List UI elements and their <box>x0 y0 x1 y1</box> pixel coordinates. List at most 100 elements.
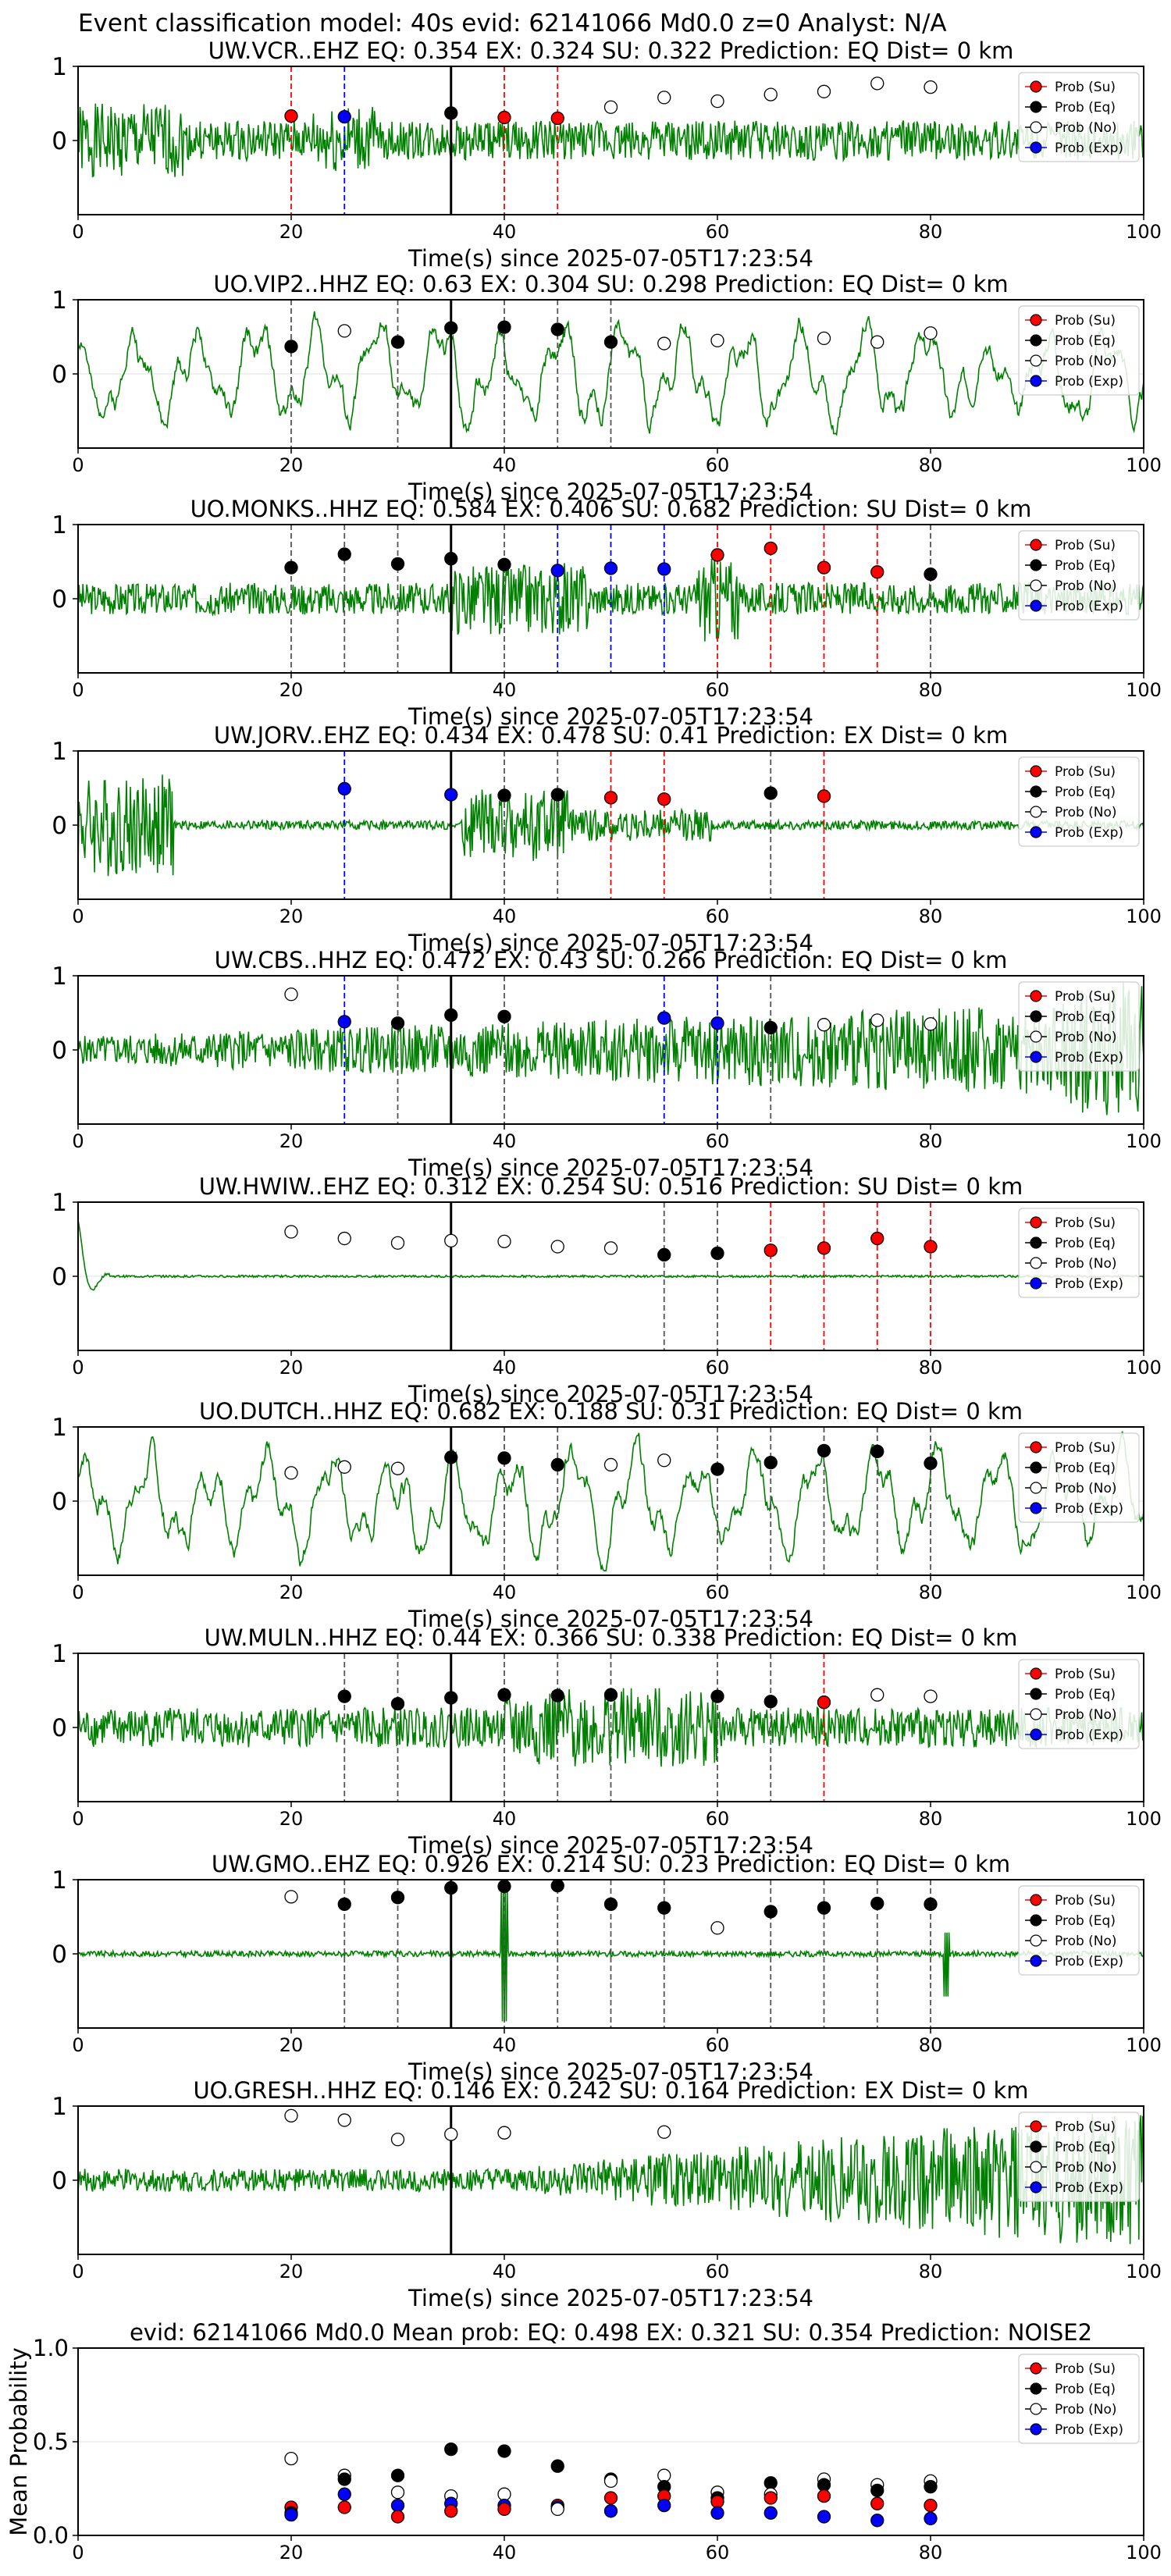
legend-label: Prob (Su) <box>1055 989 1116 1005</box>
prob-point-eq <box>603 1897 618 1912</box>
x-tick-label: 20 <box>279 1357 304 1379</box>
legend-marker-exp <box>1030 1955 1042 1967</box>
x-tick-label: 20 <box>279 679 304 701</box>
x-tick-label: 100 <box>1126 221 1162 243</box>
x-tick-label: 80 <box>919 679 943 701</box>
legend-label: Prob (Su) <box>1055 538 1116 553</box>
x-tick-label: 0 <box>72 2034 84 2056</box>
prob-point-no <box>924 1689 938 1703</box>
prob-point-eq <box>444 1880 458 1895</box>
prob-point-exp <box>550 564 564 578</box>
x-tick-label: 0 <box>72 1808 84 1830</box>
waveform-trace <box>77 982 1144 1115</box>
prob-point-eq <box>497 1879 511 1894</box>
legend-label: Prob (Eq) <box>1055 1236 1116 1251</box>
legend-marker-no <box>1030 1482 1042 1494</box>
legend-marker-eq <box>1030 559 1042 571</box>
legend-marker-exp <box>1030 2423 1042 2435</box>
panel-title: UO.GRESH..HHZ EQ: 0.146 EX: 0.242 SU: 0.… <box>193 2077 1028 2104</box>
legend-label: Prob (Exp) <box>1055 374 1123 390</box>
legend-label: Prob (No) <box>1055 578 1117 594</box>
prob-point-eq <box>603 1688 618 1702</box>
x-axis-label: Time(s) since 2025-07-05T17:23:54 <box>408 1606 813 1632</box>
prob-point-no <box>924 1017 938 1031</box>
legend-label: Prob (Eq) <box>1055 100 1116 116</box>
prob-point-eq <box>497 1009 511 1023</box>
x-tick-label: 100 <box>1126 1582 1162 1603</box>
legend-label: Prob (Eq) <box>1055 2140 1116 2155</box>
legend-marker-eq <box>1030 101 1042 113</box>
legend-marker-no <box>1030 2161 1042 2173</box>
x-tick-label: 80 <box>919 2261 943 2282</box>
mean-probability-panel: evid: 62141066 Md0.0 Mean prob: EQ: 0.49… <box>5 2319 1162 2564</box>
y-tick-label: 1 <box>52 1189 67 1217</box>
station-panel-7: UO.DUTCH..HHZ EQ: 0.682 EX: 0.188 SU: 0.… <box>52 1398 1162 1632</box>
panel-title: UW.JORV..EHZ EQ: 0.434 EX: 0.478 SU: 0.4… <box>214 722 1008 749</box>
x-tick-label: 80 <box>919 454 943 476</box>
x-tick-label: 60 <box>706 1582 730 1603</box>
legend: Prob (Su) Prob (Eq) Prob (No) Prob (Exp) <box>1018 530 1140 621</box>
legend-label: Prob (Su) <box>1055 313 1116 329</box>
prob-point-exp <box>657 1011 671 1025</box>
legend-label: Prob (Exp) <box>1055 1727 1123 1743</box>
prob-point-eq <box>924 2479 938 2494</box>
x-axis-label: Time(s) since 2025-07-05T17:23:54 <box>408 1155 813 1181</box>
legend-marker-no <box>1030 1708 1042 1720</box>
y-tick-label: 0 <box>52 812 67 840</box>
prob-point-eq <box>390 1891 405 1905</box>
legend: Prob (Su) Prob (Eq) Prob (No) Prob (Exp) <box>1018 1208 1140 1298</box>
prob-point-no <box>497 2126 511 2140</box>
prob-point-su <box>497 110 511 125</box>
x-tick-label: 80 <box>919 906 943 927</box>
prob-point-eq <box>497 1688 511 1702</box>
legend-label: Prob (Su) <box>1055 2361 1116 2377</box>
prob-point-no <box>870 1688 884 1702</box>
legend-label: Prob (Exp) <box>1055 1501 1123 1517</box>
prob-point-su <box>924 2498 938 2513</box>
legend-marker-exp <box>1030 600 1042 612</box>
x-axis-label: Time(s) since 2025-07-05T17:23:54 <box>408 1832 813 1859</box>
prob-point-eq <box>657 1247 671 1262</box>
legend-marker-exp <box>1030 1277 1042 1290</box>
x-tick-label: 0 <box>72 1357 84 1379</box>
legend-marker-exp <box>1030 141 1042 154</box>
prob-point-eq <box>444 1450 458 1464</box>
legend-marker-eq <box>1030 785 1042 798</box>
station-panel-10: UO.GRESH..HHZ EQ: 0.146 EX: 0.242 SU: 0.… <box>52 2077 1162 2311</box>
prob-point-eq <box>337 2472 351 2486</box>
legend-label: Prob (No) <box>1055 2160 1117 2176</box>
x-tick-label: 100 <box>1126 1808 1162 1830</box>
y-tick-label: 0 <box>52 1488 67 1516</box>
prob-point-su <box>337 2500 351 2514</box>
prob-point-eq <box>924 1897 938 1912</box>
prob-point-eq <box>870 1896 884 1911</box>
x-tick-label: 100 <box>1126 454 1162 476</box>
legend-marker-no <box>1030 1934 1042 1947</box>
legend-marker-no <box>1030 579 1042 592</box>
x-axis-label: Time(s) since 2025-07-05T17:23:54 <box>408 1381 813 1407</box>
legend-label: Prob (Su) <box>1055 1667 1116 1682</box>
legend-label: Prob (Exp) <box>1055 599 1123 614</box>
x-tick-label: 100 <box>1126 1357 1162 1379</box>
prob-point-exp <box>657 2498 671 2513</box>
prob-point-eq <box>497 557 511 571</box>
prob-point-exp <box>603 561 618 575</box>
prob-point-exp <box>284 2507 298 2522</box>
legend-marker-su <box>1030 1441 1042 1453</box>
station-panel-1: UW.VCR..EHZ EQ: 0.354 EX: 0.324 SU: 0.32… <box>52 37 1162 272</box>
prob-point-no <box>337 2113 351 2127</box>
y-tick-label: 1 <box>52 1640 67 1668</box>
prob-point-no <box>284 1890 298 1904</box>
prob-point-eq <box>337 1689 351 1703</box>
prob-point-no <box>657 2125 671 2139</box>
y-tick-label: 0 <box>52 1941 67 1969</box>
prob-point-eq <box>550 2459 564 2473</box>
legend-box <box>1018 72 1140 162</box>
legend-label: Prob (Eq) <box>1055 785 1116 800</box>
legend-label: Prob (Exp) <box>1055 2422 1123 2438</box>
x-tick-label: 40 <box>493 679 517 701</box>
y-tick-label: 1 <box>52 2093 67 2121</box>
prob-point-no <box>284 2451 298 2466</box>
panel-title: UW.CBS..HHZ EQ: 0.472 EX: 0.43 SU: 0.266… <box>215 947 1008 973</box>
legend-label: Prob (Exp) <box>1055 1954 1123 1969</box>
